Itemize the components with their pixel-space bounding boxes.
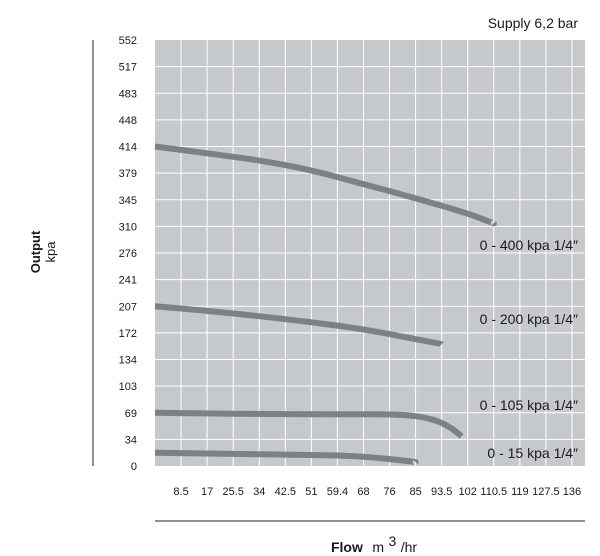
x-tick-label: 119 bbox=[511, 486, 529, 498]
x-tick-label: 25.5 bbox=[222, 486, 243, 498]
x-axis-unit-superscript: 3 bbox=[388, 533, 396, 549]
x-tick-label: 127.5 bbox=[532, 486, 560, 498]
x-axis-unit-tail: /hr bbox=[401, 539, 418, 555]
x-tick-label: 42.5 bbox=[275, 486, 296, 498]
y-tick-label: 0 bbox=[131, 461, 137, 473]
y-tick-label: 172 bbox=[119, 328, 137, 340]
series-layer bbox=[154, 143, 497, 466]
x-tick-label: 93.5 bbox=[431, 486, 452, 498]
series-label: 0 - 200 kpa 1/4″ bbox=[480, 311, 578, 327]
series-label: 0 - 400 kpa 1/4″ bbox=[480, 237, 578, 253]
x-tick-label: 8.5 bbox=[173, 486, 188, 498]
series-line bbox=[154, 143, 497, 227]
x-tick-label: 59.4 bbox=[327, 486, 348, 498]
series-label: 0 - 105 kpa 1/4″ bbox=[480, 397, 578, 413]
x-tick-label: 85 bbox=[409, 486, 421, 498]
x-tick-label: 68 bbox=[357, 486, 369, 498]
y-axis-unit: kpa bbox=[43, 241, 58, 263]
x-tick-label: 76 bbox=[383, 486, 395, 498]
y-tick-label: 207 bbox=[119, 301, 137, 313]
y-tick-label: 448 bbox=[119, 115, 137, 127]
y-tick-label: 69 bbox=[125, 408, 137, 420]
x-axis-label: Flow bbox=[331, 539, 363, 555]
y-tick-label: 276 bbox=[119, 248, 137, 260]
y-tick-label: 241 bbox=[119, 275, 137, 287]
x-axis-unit: m bbox=[372, 539, 384, 555]
x-tick-label: 102 bbox=[459, 486, 477, 498]
y-tick-label: 379 bbox=[119, 168, 137, 180]
y-tick-label: 345 bbox=[119, 195, 137, 207]
y-tick-labels: 0 34 69 103 134 172 207 241 276 310 345 379 414 448 48… bbox=[119, 35, 137, 473]
y-tick-label: 103 bbox=[119, 381, 137, 393]
y-tick-label: 414 bbox=[119, 142, 137, 154]
y-tick-label: 517 bbox=[119, 62, 137, 74]
y-tick-label: 34 bbox=[125, 434, 137, 446]
y-axis-label: Output bbox=[28, 230, 43, 273]
x-tick-labels: 8.5 17 25.5 34 42.5 51 59.4 68 76 85 93.5 102 110.5 1… bbox=[173, 486, 581, 498]
series-labels: 0 - 400 kpa 1/4″ 0 - 200 kpa 1/4″ 0 - 105 … bbox=[480, 237, 578, 461]
y-tick-label: 483 bbox=[119, 88, 137, 100]
x-tick-label: 51 bbox=[305, 486, 317, 498]
chart-subtitle: Supply 6,2 bar bbox=[488, 15, 579, 31]
y-tick-label: 134 bbox=[119, 355, 137, 367]
plot-area bbox=[155, 40, 585, 466]
y-tick-label: 310 bbox=[119, 221, 137, 233]
x-tick-label: 34 bbox=[253, 486, 265, 498]
x-tick-label: 110.5 bbox=[480, 486, 507, 498]
series-label: 0 - 15 kpa 1/4″ bbox=[487, 445, 578, 461]
series-line bbox=[154, 449, 419, 466]
series-line bbox=[154, 409, 464, 439]
y-tick-label: 552 bbox=[119, 35, 137, 47]
x-axis-label-group: Flow m 3 /hr bbox=[331, 533, 417, 556]
x-tick-label: 17 bbox=[201, 486, 213, 498]
x-tick-label: 136 bbox=[563, 486, 581, 498]
series-line bbox=[154, 303, 444, 347]
